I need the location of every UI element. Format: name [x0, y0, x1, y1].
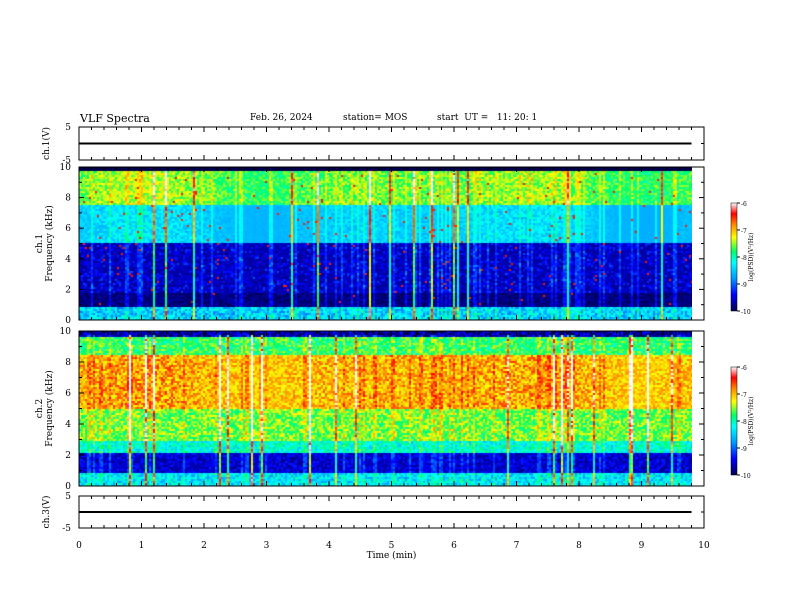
ytick-label-2-2: 4	[65, 420, 71, 430]
start-time-label: start UT = 11: 20: 1	[437, 113, 538, 123]
ytick-label-1-2: 4	[65, 255, 71, 265]
xtick-label-9: 9	[639, 541, 645, 551]
colorbar-2	[730, 366, 738, 476]
xtick-label-8: 8	[576, 541, 582, 551]
spectrogram-image-2	[79, 331, 692, 486]
xtick-label-7: 7	[514, 541, 520, 551]
colorbar-tick-label-1-2: -8	[741, 255, 747, 262]
colorbar-tick-label-1-4: -10	[741, 309, 751, 316]
colorbar-label-2: log(PSD)(V²/Hz)	[748, 397, 755, 446]
ylabel-2: ch.2Frequency (kHz)	[35, 370, 55, 447]
ytick-label-3-1: -5	[62, 524, 71, 534]
date-label: Feb. 26, 2024	[250, 113, 313, 123]
xtick-label-3: 3	[264, 541, 270, 551]
chart-title: VLF Spectra	[80, 112, 150, 125]
ylabel-3: ch.3(V)	[41, 496, 52, 529]
ylabel-0: ch.1(V)	[41, 127, 52, 160]
ytick-label-1-4: 8	[65, 194, 71, 204]
ytick-label-2-0: 0	[65, 482, 71, 492]
xtick-label-0: 0	[76, 541, 82, 551]
spectrogram-image-1	[79, 167, 692, 320]
colorbar-tick-label-1-1: -7	[741, 228, 747, 235]
xtick-label-6: 6	[451, 541, 457, 551]
ytick-label-2-1: 2	[65, 451, 71, 461]
colorbar-tick-label-2-0: -6	[741, 365, 747, 372]
x-axis-label: Time (min)	[367, 550, 417, 561]
ytick-label-0-0: 5	[65, 123, 71, 133]
ytick-label-2-5: 10	[60, 327, 72, 337]
colorbar-label-1: log(PSD)(V²/Hz)	[748, 233, 755, 282]
ytick-label-1-0: 0	[65, 316, 71, 326]
station-label: station= MOS	[343, 113, 408, 123]
colorbar-1	[730, 202, 738, 312]
ytick-label-2-4: 8	[65, 358, 71, 368]
colorbar-tick-label-2-4: -10	[741, 473, 751, 480]
ytick-label-1-3: 6	[65, 224, 71, 234]
colorbar-tick-label-1-3: -9	[741, 282, 747, 289]
ytick-label-1-5: 10	[60, 163, 72, 173]
xtick-label-2: 2	[201, 541, 207, 551]
ylabel-1: ch.1Frequency (kHz)	[35, 205, 55, 282]
xtick-label-10: 10	[698, 541, 710, 551]
colorbar-tick-label-2-2: -8	[741, 419, 747, 426]
colorbar-tick-label-2-1: -7	[741, 392, 747, 399]
xtick-label-4: 4	[326, 541, 332, 551]
xtick-label-1: 1	[139, 541, 145, 551]
ytick-label-0-1: -5	[62, 156, 71, 166]
ytick-label-3-0: 5	[65, 492, 71, 502]
colorbar-tick-label-2-3: -9	[741, 446, 747, 453]
ytick-label-1-1: 2	[65, 285, 71, 295]
ytick-label-2-3: 6	[65, 389, 71, 399]
xtick-label-5: 5	[389, 541, 395, 551]
colorbar-tick-label-1-0: -6	[741, 201, 747, 208]
